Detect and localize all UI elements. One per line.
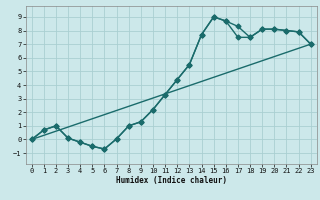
X-axis label: Humidex (Indice chaleur): Humidex (Indice chaleur) <box>116 176 227 185</box>
